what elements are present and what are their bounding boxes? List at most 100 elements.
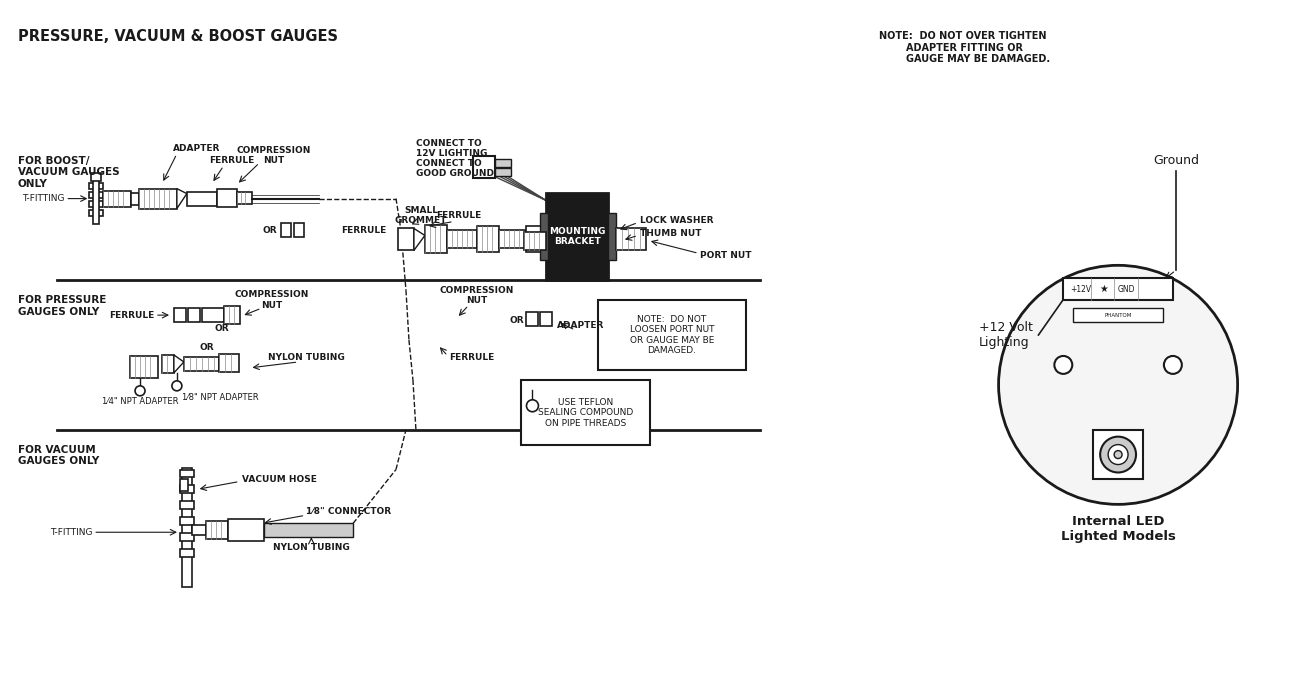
- Bar: [223, 306, 240, 324]
- Bar: [201, 308, 223, 322]
- Text: T-FITTING: T-FITTING: [22, 194, 64, 203]
- Text: PHANTOM: PHANTOM: [1104, 313, 1131, 317]
- Polygon shape: [174, 355, 184, 373]
- Bar: [1073, 308, 1162, 322]
- Bar: [294, 224, 304, 238]
- Bar: [526, 312, 538, 326]
- Bar: [132, 193, 139, 204]
- Text: FERRULE: FERRULE: [108, 310, 154, 319]
- Bar: [179, 480, 188, 491]
- Text: PRESSURE, VACUUM & BOOST GAUGES: PRESSURE, VACUUM & BOOST GAUGES: [18, 29, 338, 44]
- Polygon shape: [414, 229, 424, 250]
- Bar: [139, 188, 177, 209]
- Text: GND: GND: [1117, 285, 1135, 294]
- Text: Ground: Ground: [1153, 155, 1198, 167]
- Bar: [174, 308, 186, 322]
- Bar: [179, 517, 193, 525]
- Text: MOUNTING
BRACKET: MOUNTING BRACKET: [550, 227, 605, 246]
- Text: THUMB NUT: THUMB NUT: [640, 229, 702, 238]
- Bar: [494, 159, 511, 167]
- Text: FERRULE: FERRULE: [436, 211, 481, 220]
- Circle shape: [1054, 356, 1072, 374]
- Bar: [472, 156, 494, 177]
- Text: USE TEFLON
SEALING COMPOUND
ON PIPE THREADS: USE TEFLON SEALING COMPOUND ON PIPE THRE…: [538, 398, 633, 428]
- Text: NYLON TUBING: NYLON TUBING: [273, 543, 350, 552]
- Bar: [103, 191, 132, 207]
- Bar: [179, 485, 193, 493]
- Text: CONNECT TO
GOOD GROUND: CONNECT TO GOOD GROUND: [415, 159, 494, 178]
- Bar: [1093, 430, 1143, 480]
- Circle shape: [135, 386, 144, 396]
- Text: OR: OR: [510, 315, 524, 324]
- Text: Internal LED
Lighted Models: Internal LED Lighted Models: [1060, 516, 1175, 543]
- Text: OR: OR: [262, 226, 277, 235]
- Bar: [179, 469, 193, 477]
- Bar: [206, 521, 227, 539]
- Text: 1⁄4" NPT ADAPTER: 1⁄4" NPT ADAPTER: [102, 397, 178, 406]
- Bar: [130, 356, 157, 378]
- Bar: [227, 519, 263, 541]
- Circle shape: [998, 265, 1237, 505]
- Text: 1⁄8" CONNECTOR: 1⁄8" CONNECTOR: [306, 507, 391, 516]
- Bar: [494, 168, 511, 176]
- Text: 1⁄8" NPT ADAPTER: 1⁄8" NPT ADAPTER: [182, 394, 258, 403]
- Circle shape: [1108, 445, 1127, 464]
- Text: ADAPTER: ADAPTER: [556, 321, 604, 330]
- Text: ADAPTER: ADAPTER: [173, 144, 221, 153]
- Text: PORT NUT: PORT NUT: [699, 251, 751, 260]
- Text: FERRULE: FERRULE: [449, 353, 494, 362]
- Bar: [499, 231, 526, 248]
- Text: SMALL
GROMMET: SMALL GROMMET: [395, 206, 448, 225]
- Text: FERRULE: FERRULE: [342, 226, 387, 235]
- Text: ★: ★: [1100, 284, 1108, 295]
- Text: FOR BOOST/
VACUUM GAUGES
ONLY: FOR BOOST/ VACUUM GAUGES ONLY: [18, 156, 119, 189]
- Text: OR: OR: [200, 344, 214, 353]
- Bar: [188, 308, 200, 322]
- Bar: [541, 312, 552, 326]
- Text: +12V: +12V: [1071, 285, 1091, 294]
- Bar: [236, 192, 252, 204]
- Text: LOCK WASHER: LOCK WASHER: [640, 216, 713, 225]
- Bar: [263, 523, 353, 537]
- Bar: [617, 229, 646, 250]
- Bar: [525, 232, 547, 250]
- Text: NOTE:  DO NOT OVER TIGHTEN
        ADAPTER FITTING OR
        GAUGE MAY BE DAMAG: NOTE: DO NOT OVER TIGHTEN ADAPTER FITTIN…: [878, 31, 1050, 64]
- Bar: [219, 354, 239, 372]
- Text: NOTE:  DO NOT
LOOSEN PORT NUT
OR GAUGE MAY BE
DAMAGED.: NOTE: DO NOT LOOSEN PORT NUT OR GAUGE MA…: [630, 315, 715, 355]
- Bar: [526, 227, 547, 252]
- Bar: [179, 549, 193, 557]
- Text: T-FITTING: T-FITTING: [50, 528, 92, 537]
- Bar: [281, 224, 292, 238]
- Bar: [93, 177, 99, 225]
- Bar: [217, 188, 236, 207]
- Bar: [89, 192, 103, 198]
- Bar: [179, 533, 193, 541]
- Text: COMPRESSION
NUT: COMPRESSION NUT: [236, 146, 311, 166]
- Bar: [179, 501, 193, 509]
- Circle shape: [526, 400, 538, 412]
- Bar: [520, 380, 650, 445]
- Text: CONNECT TO
12V LIGHTING: CONNECT TO 12V LIGHTING: [415, 139, 488, 159]
- Bar: [599, 300, 746, 370]
- Bar: [89, 183, 103, 188]
- Bar: [477, 227, 499, 252]
- Bar: [182, 468, 192, 587]
- Text: VACUUM HOSE: VACUUM HOSE: [241, 475, 316, 484]
- Bar: [187, 192, 217, 206]
- Bar: [399, 229, 414, 250]
- Bar: [163, 355, 174, 373]
- Text: +12 Volt
Lighting: +12 Volt Lighting: [979, 321, 1032, 349]
- Circle shape: [172, 381, 182, 391]
- Circle shape: [1115, 450, 1122, 459]
- Bar: [424, 225, 446, 254]
- Circle shape: [1100, 437, 1136, 473]
- Text: COMPRESSION
NUT: COMPRESSION NUT: [440, 286, 513, 305]
- Bar: [192, 525, 206, 535]
- Text: FOR VACUUM
GAUGES ONLY: FOR VACUUM GAUGES ONLY: [18, 445, 99, 466]
- Bar: [608, 213, 617, 261]
- Bar: [541, 213, 548, 261]
- Text: FERRULE: FERRULE: [209, 156, 254, 165]
- Circle shape: [1164, 356, 1182, 374]
- Text: COMPRESSION
NUT: COMPRESSION NUT: [235, 290, 308, 310]
- Bar: [92, 173, 101, 181]
